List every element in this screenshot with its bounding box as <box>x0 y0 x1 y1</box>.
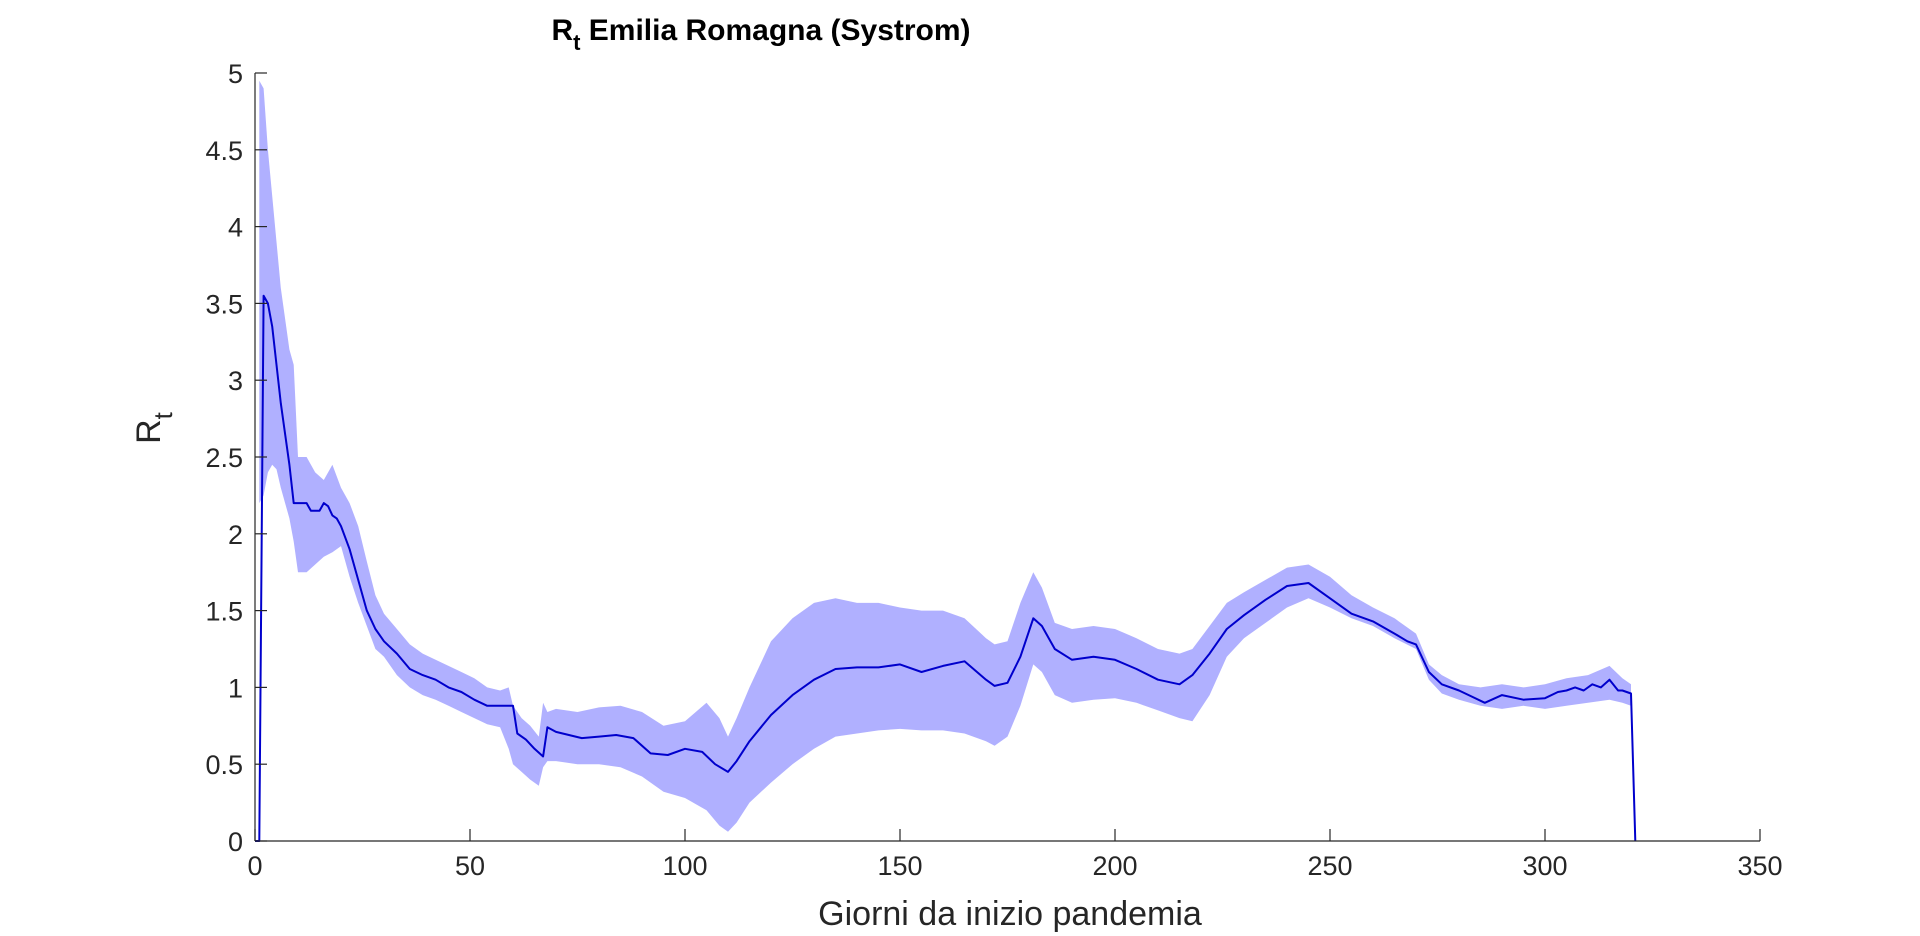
x-tick-label: 300 <box>1522 851 1567 881</box>
x-tick-label: 350 <box>1737 851 1782 881</box>
chart-title-sub: t <box>573 30 581 55</box>
y-tick-label: 4.5 <box>205 136 243 166</box>
y-tick-label: 4 <box>228 213 243 243</box>
y-ticks: 0 0.5 1 1.5 2 2.5 3 3.5 4 4.5 5 <box>205 59 267 857</box>
x-tick-label: 100 <box>662 851 707 881</box>
y-axis-label-main: R <box>130 419 168 444</box>
y-tick-label: 2.5 <box>205 443 243 473</box>
y-tick-label: 1 <box>228 673 243 703</box>
rt-line <box>255 294 1637 842</box>
y-tick-label: 3 <box>228 366 243 396</box>
y-tick-label: 2 <box>228 520 243 550</box>
x-tick-label: 0 <box>247 851 262 881</box>
y-tick-label: 5 <box>228 59 243 89</box>
y-tick-label: 3.5 <box>205 289 243 319</box>
y-tick-label: 0 <box>228 827 243 857</box>
y-axis-label-sub: t <box>148 411 178 419</box>
y-tick-label: 0.5 <box>205 750 243 780</box>
chart-title: Rt Emilia Romagna (Systrom) <box>551 14 970 55</box>
y-axis-label: Rt <box>130 411 178 444</box>
chart-title-rest: Emilia Romagna (Systrom) <box>580 14 970 47</box>
x-tick-label: 200 <box>1092 851 1137 881</box>
x-tick-label: 150 <box>877 851 922 881</box>
x-tick-label: 50 <box>455 851 485 881</box>
x-ticks: 0 50 100 150 200 250 300 350 <box>247 829 1783 881</box>
chart-title-main: R <box>551 14 573 47</box>
x-axis-label: Giorni da inizio pandemia <box>818 895 1202 933</box>
x-tick-label: 250 <box>1307 851 1352 881</box>
y-tick-label: 1.5 <box>205 597 243 627</box>
confidence-band <box>259 80 1631 832</box>
